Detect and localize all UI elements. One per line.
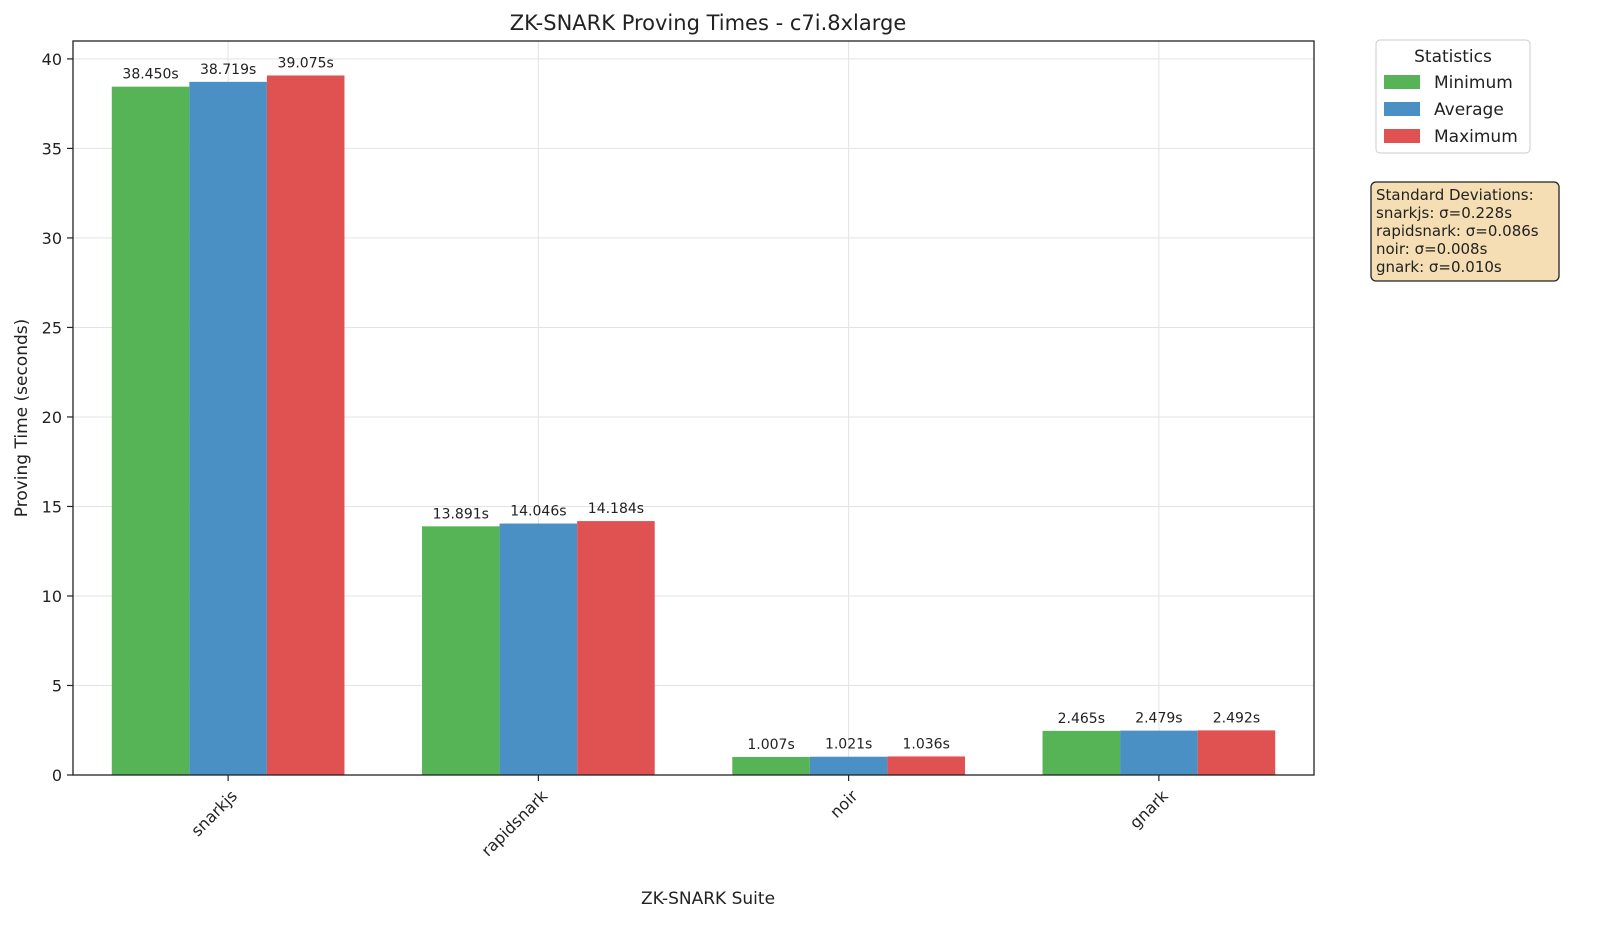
data-label: 13.891s	[433, 506, 489, 522]
annotation-line: Standard Deviations:	[1376, 186, 1534, 204]
bar-average-snarkjs	[189, 81, 267, 776]
bar-minimum-noir	[732, 756, 810, 775]
y-tick-label: 40	[42, 50, 62, 69]
y-tick-label: 10	[42, 587, 62, 606]
y-axis-label: Proving Time (seconds)	[12, 319, 32, 517]
y-tick-label: 5	[52, 676, 62, 695]
y-tick-label: 20	[42, 408, 62, 427]
data-label: 38.450s	[122, 67, 178, 83]
legend-swatch-maximum	[1384, 129, 1420, 143]
y-tick-label: 30	[42, 229, 62, 248]
x-axis-label: ZK-SNARK Suite	[641, 889, 775, 909]
x-tick-label: noir	[826, 786, 862, 822]
bar-maximum-noir	[887, 756, 965, 775]
annotation-box	[1370, 181, 1560, 282]
bars	[111, 75, 1276, 776]
bar-average-gnark	[1120, 730, 1198, 775]
std-dev-annotation: Standard Deviations:snarkjs: σ=0.228srap…	[1370, 181, 1560, 282]
bar-average-noir	[809, 756, 888, 775]
chart-title: ZK-SNARK Proving Times - c7i.8xlarge	[510, 11, 907, 35]
data-label: 1.036s	[903, 736, 950, 752]
legend-swatch-average	[1384, 102, 1420, 116]
annotation-line: gnark: σ=0.010s	[1376, 258, 1502, 276]
legend-label-minimum: Minimum	[1434, 73, 1513, 93]
plot-frame	[72, 40, 1315, 776]
data-label: 39.075s	[278, 55, 334, 71]
y-tick-label: 35	[42, 139, 62, 158]
data-label: 14.184s	[588, 501, 644, 517]
legend-box	[1375, 39, 1531, 154]
legend-title: Statistics	[1414, 47, 1492, 67]
data-label: 1.007s	[747, 737, 794, 753]
x-tick-label: snarkjs	[187, 786, 241, 840]
data-label: 1.021s	[825, 737, 872, 753]
legend-swatch-minimum	[1384, 75, 1420, 89]
bar-maximum-gnark	[1197, 730, 1276, 775]
data-label: 2.492s	[1213, 710, 1260, 726]
annotation-line: noir: σ=0.008s	[1376, 240, 1488, 258]
legend: Statistics Minimum Average Maximum	[1375, 39, 1531, 154]
annotation-line: rapidsnark: σ=0.086s	[1376, 222, 1539, 240]
x-tick-label: gnark	[1126, 786, 1172, 832]
legend-label-maximum: Maximum	[1434, 127, 1518, 147]
y-tick-label: 25	[42, 318, 62, 337]
data-label: 2.465s	[1058, 711, 1105, 727]
bar-minimum-gnark	[1042, 730, 1121, 775]
data-labels: 38.450s 13.891s 1.007s 2.465s 38.719s 14.046s…	[122, 55, 1260, 753]
bar-average-rapidsnark	[499, 523, 578, 775]
bar-minimum-rapidsnark	[422, 526, 500, 775]
y-tick-label: 0	[52, 766, 62, 785]
bar-minimum-snarkjs	[111, 86, 190, 775]
y-tick-label: 15	[42, 497, 62, 516]
data-label: 14.046s	[510, 504, 566, 520]
legend-label-average: Average	[1434, 100, 1504, 120]
annotation-line: snarkjs: σ=0.228s	[1376, 204, 1512, 222]
bar-maximum-rapidsnark	[577, 521, 655, 775]
data-label: 38.719s	[200, 62, 256, 78]
x-tick-label: rapidsnark	[477, 786, 551, 860]
bar-maximum-snarkjs	[266, 75, 345, 775]
data-label: 2.479s	[1135, 711, 1182, 727]
